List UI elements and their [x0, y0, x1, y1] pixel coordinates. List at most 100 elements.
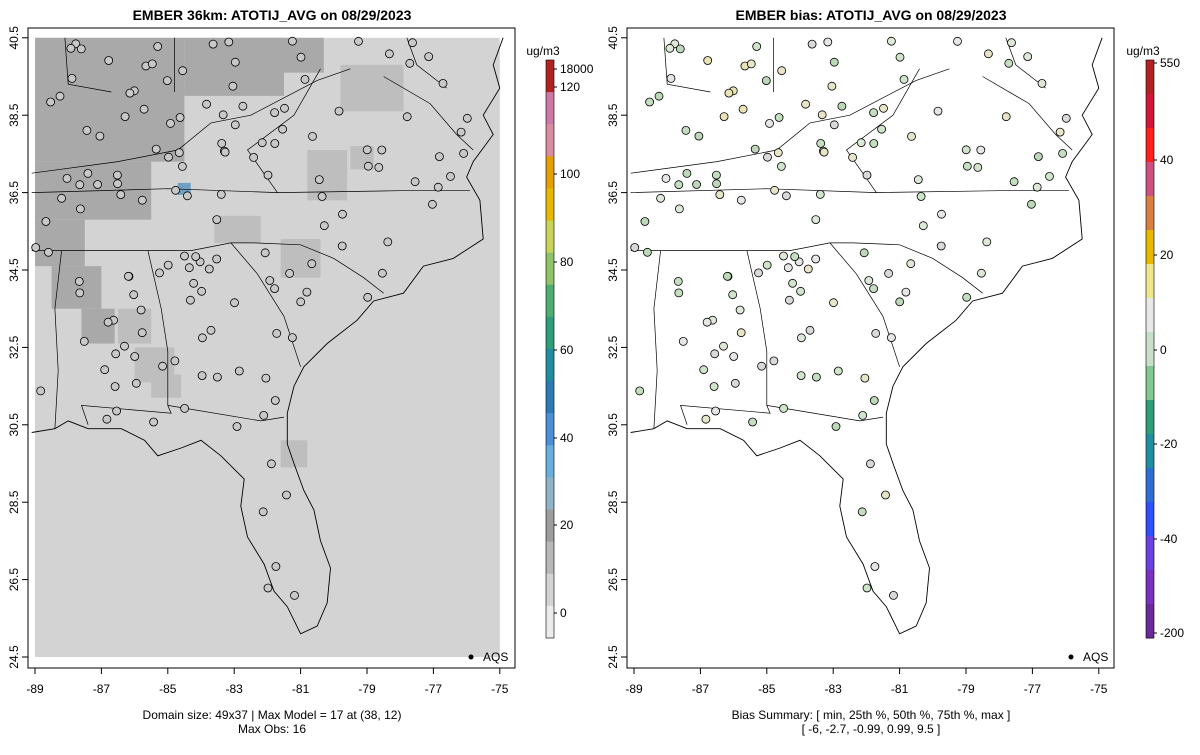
left-site-marker — [338, 209, 347, 219]
left-site-marker — [55, 91, 65, 101]
right-site-marker — [895, 52, 905, 62]
right-site-marker — [811, 254, 821, 264]
right-x-tick-label: -75 — [1090, 682, 1108, 696]
left-colorbar-tick-label: 40 — [560, 431, 574, 445]
left-site-marker — [230, 57, 240, 67]
right-site-marker — [635, 386, 645, 396]
heatmap-cell-block — [340, 64, 404, 112]
right-site-marker — [976, 145, 986, 155]
right-site-marker — [801, 99, 810, 109]
right-x-tick-label: -87 — [692, 682, 710, 696]
right-site-marker — [748, 417, 757, 427]
right-state-border — [846, 68, 920, 193]
left-site-marker — [308, 131, 317, 141]
left-site-marker — [302, 287, 312, 297]
right-site-marker — [674, 288, 684, 298]
right-site-marker — [796, 371, 806, 381]
left-site-marker — [206, 325, 216, 335]
right-site-marker — [681, 125, 691, 135]
right-site-marker — [837, 101, 847, 111]
right-site-marker — [918, 221, 928, 231]
left-site-marker — [232, 422, 242, 431]
right-x-tick-label: -77 — [1024, 682, 1042, 696]
left-site-marker — [103, 317, 113, 327]
right-site-marker — [895, 297, 905, 307]
right-site-marker — [1004, 58, 1014, 68]
right-site-marker — [807, 39, 817, 49]
left-site-marker — [208, 39, 218, 49]
right-x-ticks: -89 -87 -85 -83 -81 -79 -77 -75 — [625, 668, 1108, 696]
left-colorbar-segment — [546, 316, 554, 350]
right-site-marker — [763, 152, 772, 162]
right-site-marker — [773, 148, 783, 158]
left-site-marker — [259, 410, 269, 420]
left-site-marker — [271, 562, 281, 571]
right-colorbar-segment — [1146, 604, 1154, 639]
left-site-marker — [334, 106, 344, 116]
right-x-tick-label: -81 — [891, 682, 909, 696]
right-site-marker — [656, 193, 665, 203]
left-site-marker — [111, 349, 121, 359]
left-site-marker — [76, 204, 85, 214]
right-site-marker — [769, 356, 779, 366]
right-site-marker — [790, 252, 800, 262]
left-site-marker — [362, 145, 372, 155]
left-site-marker — [263, 583, 273, 593]
left-site-marker — [120, 341, 129, 351]
right-colorbar-segment — [1146, 60, 1154, 95]
right-site-marker — [803, 264, 813, 274]
right-site-marker — [1061, 113, 1071, 123]
right-site-marker — [1032, 182, 1042, 192]
left-colorbar-segment — [546, 477, 554, 511]
left-y-tick-label: 32.5 — [7, 335, 21, 359]
right-site-marker — [1045, 171, 1054, 181]
right-site-marker — [829, 120, 839, 130]
left-site-marker — [249, 152, 259, 162]
left-site-marker — [270, 139, 280, 148]
left-site-marker — [230, 298, 239, 308]
heatmap-cell-block — [214, 215, 261, 243]
right-site-marker — [829, 57, 839, 67]
right-site-marker — [953, 36, 962, 46]
right-y-tick-label: 40.5 — [606, 26, 620, 50]
right-site-marker — [712, 179, 721, 189]
left-site-marker — [261, 373, 271, 383]
heatmap-cell-block — [151, 374, 182, 398]
right-site-marker — [711, 406, 720, 416]
left-state-border — [54, 250, 62, 429]
right-colorbar-segment — [1146, 366, 1154, 401]
right-site-marker — [694, 131, 704, 141]
left-site-marker — [300, 75, 310, 84]
left-site-marker — [377, 268, 387, 278]
left-site-marker — [218, 110, 228, 120]
right-site-marker — [933, 106, 943, 116]
right-site-marker — [673, 276, 683, 286]
left-y-tick-label: 28.5 — [7, 490, 21, 514]
right-site-marker — [774, 113, 784, 122]
right-panel: EMBER bias: ATOTIJ_AVG on 08/29/2023 -89… — [606, 7, 1184, 736]
right-site-marker — [811, 215, 821, 225]
right-site-marker — [862, 170, 872, 180]
left-site-marker — [182, 191, 192, 201]
right-colorbar-frame — [1145, 59, 1155, 639]
right-site-marker — [796, 286, 805, 296]
right-state-border — [663, 37, 711, 93]
right-site-marker — [770, 185, 779, 195]
left-site-marker — [36, 386, 46, 396]
right-site-marker — [701, 414, 711, 424]
left-y-tick-label: 34.5 — [7, 258, 21, 282]
right-site-marker — [682, 168, 692, 178]
right-site-marker — [973, 162, 983, 172]
left-y-tick-label: 30.5 — [7, 413, 21, 437]
left-site-marker — [408, 38, 417, 48]
right-site-marker — [630, 243, 640, 252]
right-site-marker — [869, 396, 879, 405]
right-site-marker — [1055, 127, 1065, 137]
left-site-marker — [433, 182, 443, 192]
left-site-marker — [31, 243, 41, 252]
right-y-tick-label: 32.5 — [606, 335, 620, 359]
left-site-marker — [290, 591, 299, 600]
left-colorbar-tick-label: 60 — [560, 343, 574, 357]
left-site-marker — [212, 372, 222, 382]
